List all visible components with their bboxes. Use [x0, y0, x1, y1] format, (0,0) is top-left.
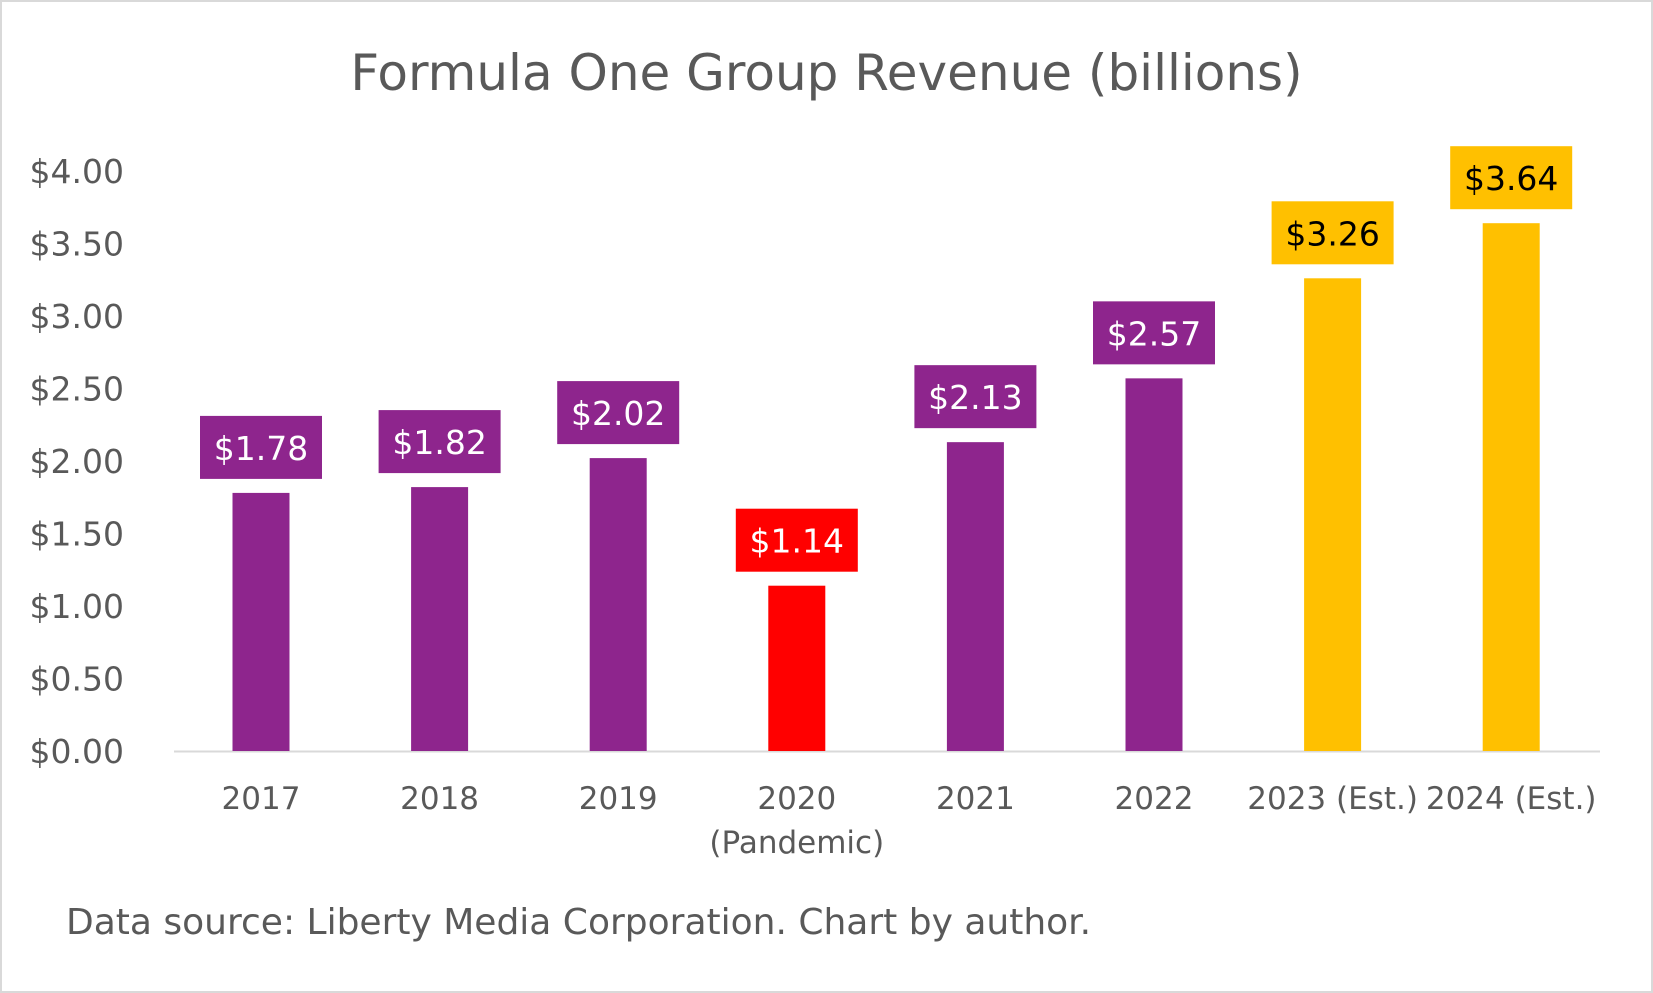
- x-tick-label: 2023 (Est.): [1247, 781, 1418, 817]
- data-label-box: [1450, 146, 1573, 210]
- data-label: $1.82: [392, 423, 486, 462]
- x-tick-label: 2024 (Est.): [1426, 781, 1597, 817]
- data-label: $3.64: [1464, 159, 1558, 198]
- data-label-box: [914, 365, 1037, 429]
- chart-title: Formula One Group Revenue (billions): [350, 44, 1303, 102]
- bar: [589, 458, 647, 751]
- y-tick-label: $3.50: [30, 225, 124, 264]
- bar: [946, 442, 1004, 751]
- data-label-box: [200, 415, 322, 479]
- x-tick-label: 2021: [936, 781, 1015, 817]
- data-label: $2.57: [1107, 314, 1201, 353]
- data-source-note: Data source: Liberty Media Corporation. …: [66, 902, 1092, 943]
- x-tick-label: 2022: [1115, 781, 1194, 817]
- x-tick-label: 2020: [757, 781, 836, 817]
- y-tick-label: $1.50: [30, 515, 124, 554]
- data-label-box: [557, 381, 680, 445]
- data-label-box: [378, 410, 501, 474]
- data-label: $3.26: [1285, 214, 1379, 253]
- x-tick-label: (Pandemic): [709, 825, 884, 861]
- x-tick-label: 2018: [400, 781, 479, 817]
- data-label: $1.14: [750, 522, 844, 561]
- data-label: $1.78: [214, 429, 308, 468]
- data-label-box: [1271, 201, 1394, 265]
- bar: [232, 492, 290, 751]
- bar: [1304, 278, 1362, 751]
- bar: [411, 487, 469, 751]
- x-tick-label: 2019: [579, 781, 658, 817]
- data-label-box: [1093, 301, 1215, 365]
- y-tick-label: $0.00: [30, 732, 124, 771]
- y-tick-label: $3.00: [30, 297, 124, 336]
- bar: [1125, 378, 1183, 751]
- bar: [768, 585, 826, 751]
- y-tick-label: $4.00: [30, 152, 124, 191]
- y-tick-label: $1.00: [30, 587, 124, 626]
- x-tick-label: 2017: [222, 781, 301, 817]
- bar: [1482, 223, 1540, 751]
- y-tick-label: $2.50: [30, 370, 124, 409]
- y-tick-label: $0.50: [30, 660, 124, 699]
- data-label-box: [735, 508, 858, 572]
- y-tick-label: $2.00: [30, 442, 124, 481]
- data-label: $2.13: [928, 378, 1022, 417]
- data-label: $2.02: [571, 394, 665, 433]
